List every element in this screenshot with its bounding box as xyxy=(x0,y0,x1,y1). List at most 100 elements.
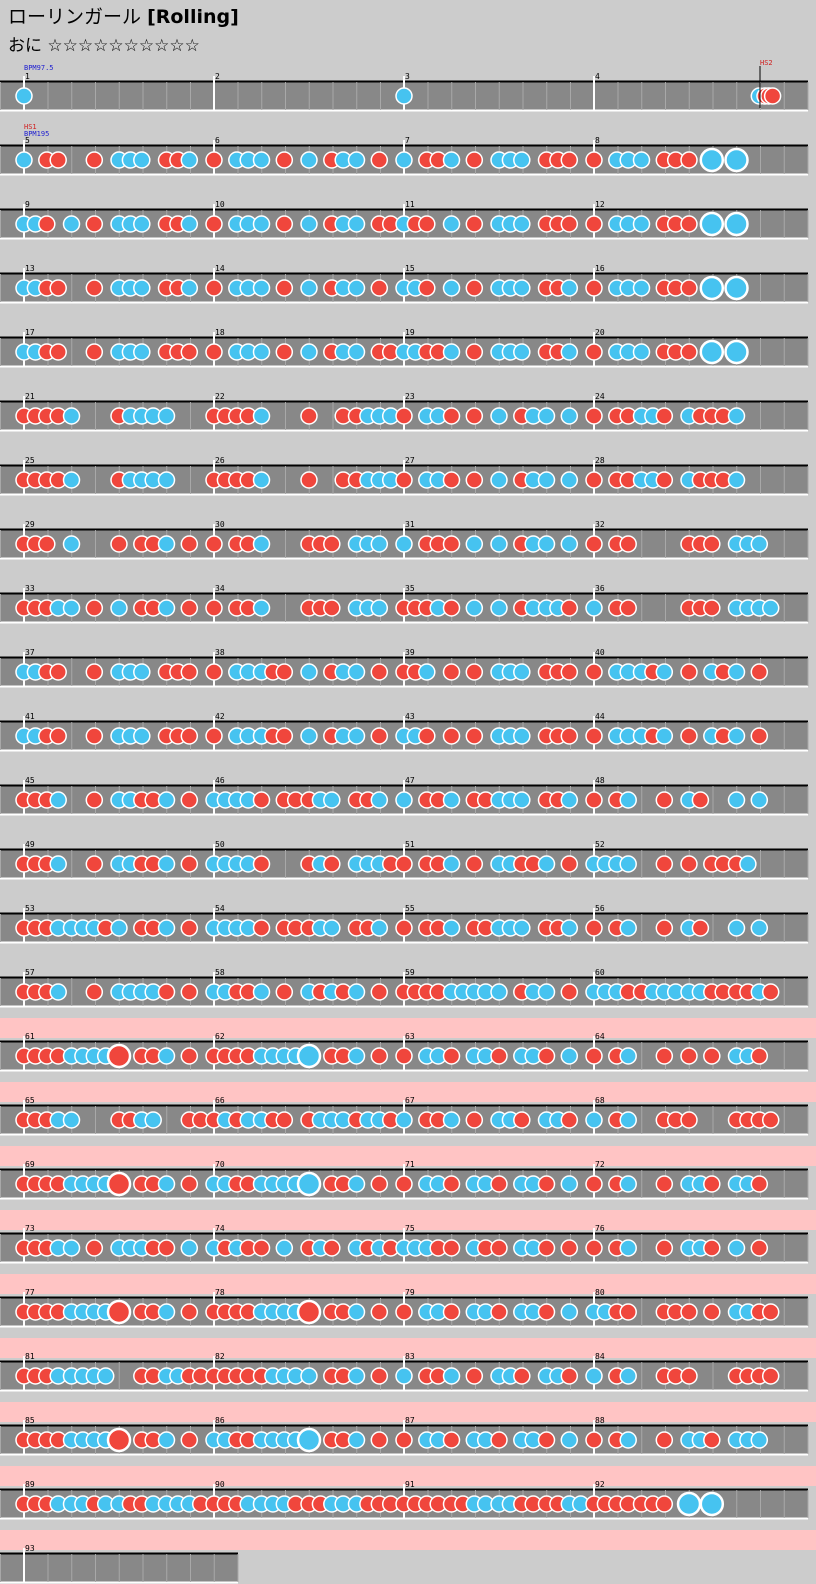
don-note xyxy=(680,279,698,297)
don-note xyxy=(370,1367,389,1385)
don-note xyxy=(490,1303,508,1321)
don-note xyxy=(585,919,603,937)
ka-note xyxy=(370,919,389,937)
ka-note xyxy=(632,279,651,297)
ka-note xyxy=(347,727,366,745)
measure-number: 67 xyxy=(405,1096,415,1105)
ka-note xyxy=(275,1239,294,1257)
measure-number: 68 xyxy=(595,1096,605,1105)
don-note xyxy=(252,791,271,809)
measure-number: 12 xyxy=(595,200,605,209)
don-note xyxy=(560,1239,579,1257)
don-note xyxy=(370,1047,389,1065)
ka-note xyxy=(144,1111,162,1129)
don-note xyxy=(157,983,176,1001)
ka-note xyxy=(347,151,366,169)
ka-note xyxy=(395,151,413,169)
ka-note xyxy=(62,599,81,617)
difficulty-line: おに ☆☆☆☆☆☆☆☆☆☆ xyxy=(8,35,200,57)
don-note xyxy=(585,279,603,297)
chart-row: 77 78 79 80 xyxy=(0,1274,816,1328)
ka-note xyxy=(442,151,461,169)
don-note xyxy=(465,215,484,233)
ka-note xyxy=(157,535,176,553)
don-note xyxy=(585,535,603,553)
ka-note xyxy=(537,535,556,553)
don-note xyxy=(465,151,484,169)
measure-number: 59 xyxy=(405,968,415,977)
ka-note xyxy=(513,151,531,169)
don-note xyxy=(560,1111,579,1129)
ka-note xyxy=(739,855,757,873)
big-don-note xyxy=(106,1427,132,1453)
ka-note xyxy=(62,535,81,553)
don-note xyxy=(85,663,104,681)
ka-note xyxy=(395,535,413,553)
measure-number: 25 xyxy=(25,456,35,465)
measure-number: 2 xyxy=(215,72,220,81)
measure-number: 57 xyxy=(25,968,35,977)
measure-number: 41 xyxy=(25,712,35,721)
big-ka-note xyxy=(724,211,749,237)
measure-number: 60 xyxy=(595,968,605,977)
don-note xyxy=(560,855,579,873)
gogo-band xyxy=(0,1338,816,1358)
don-note xyxy=(205,279,223,297)
measure-number: 85 xyxy=(25,1416,35,1425)
ka-note xyxy=(252,407,271,425)
don-note xyxy=(465,727,484,745)
ka-note xyxy=(252,151,271,169)
measure-number: 35 xyxy=(405,584,415,593)
don-note xyxy=(395,1175,413,1193)
ka-note xyxy=(750,791,769,809)
don-note xyxy=(442,727,461,745)
don-note xyxy=(585,215,603,233)
ka-note xyxy=(252,983,271,1001)
ka-note xyxy=(585,599,603,617)
big-ka-note xyxy=(699,275,725,301)
don-note xyxy=(395,1303,413,1321)
measure-number: 53 xyxy=(25,904,35,913)
ka-note xyxy=(252,279,271,297)
ka-note xyxy=(347,1303,366,1321)
don-note xyxy=(513,1367,531,1385)
don-note xyxy=(180,343,199,361)
ka-note xyxy=(513,343,531,361)
ka-note xyxy=(133,215,151,233)
measure-number: 58 xyxy=(215,968,225,977)
don-note xyxy=(205,663,223,681)
ka-note xyxy=(395,87,413,105)
don-note xyxy=(110,535,128,553)
measure-number: 81 xyxy=(25,1352,35,1361)
don-note xyxy=(680,1111,698,1129)
don-note xyxy=(680,1367,698,1385)
don-note xyxy=(395,407,413,425)
ka-note xyxy=(133,151,151,169)
ka-note xyxy=(252,215,271,233)
don-note xyxy=(49,151,67,169)
measure-number: 80 xyxy=(595,1288,605,1297)
don-note xyxy=(703,599,721,617)
don-note xyxy=(370,1303,389,1321)
measure-number: 44 xyxy=(595,712,605,721)
don-note xyxy=(85,279,104,297)
don-note xyxy=(465,343,484,361)
don-note xyxy=(370,983,389,1001)
don-note xyxy=(205,215,223,233)
gogo-band xyxy=(0,1530,816,1550)
don-note xyxy=(560,215,579,233)
bpm-label: BPM195 xyxy=(24,130,49,138)
don-note xyxy=(680,727,698,745)
chart-row: 53 54 55 56 xyxy=(0,904,809,944)
chart-row: 37 38 39 40 xyxy=(0,648,809,688)
don-note xyxy=(680,663,698,681)
don-note xyxy=(85,727,104,745)
don-note xyxy=(537,1431,556,1449)
ka-note xyxy=(727,727,746,745)
don-note xyxy=(180,727,199,745)
measure-number: 49 xyxy=(25,840,35,849)
measure-number: 7 xyxy=(405,136,410,145)
don-note xyxy=(275,1111,294,1129)
ka-note xyxy=(619,1175,637,1193)
ka-note xyxy=(465,599,484,617)
